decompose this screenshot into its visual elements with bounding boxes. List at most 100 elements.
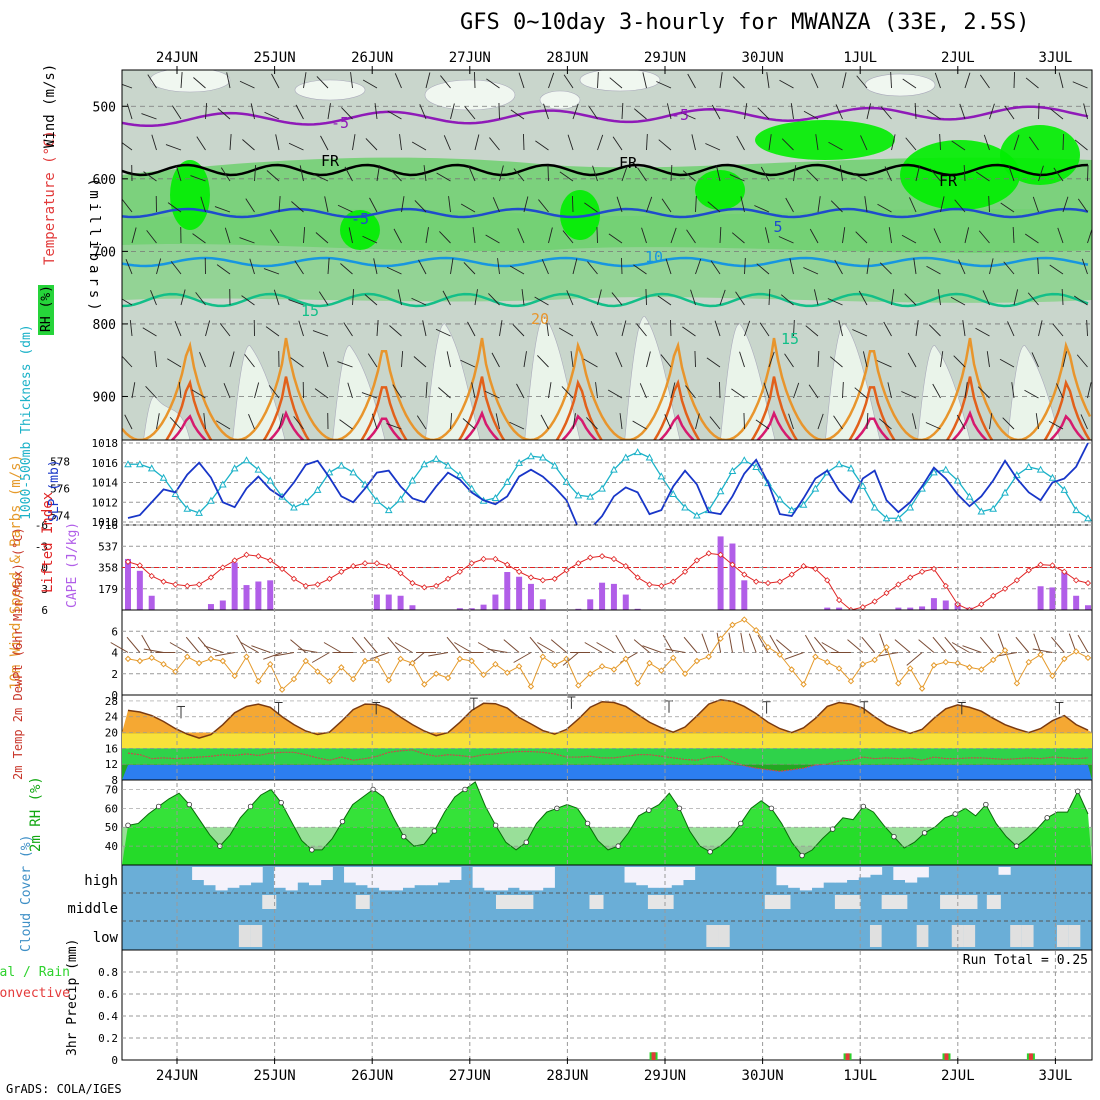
date-label-bottom: 2JUL [941,1068,975,1084]
upper-wind-barb [1062,133,1065,151]
upper-wind-barb [596,226,598,244]
upper-wind-barb [142,327,157,337]
cloud-middle-block [507,895,522,909]
upper-wind-barb [842,381,844,399]
wind-barb [503,639,520,653]
wind-speed-point [705,653,712,660]
upper-wind-barb [499,320,503,337]
thickness-point [669,489,678,497]
precip-series-total: Total / Rain [0,965,70,980]
li-point [871,598,878,605]
upper-wind-barb [268,385,280,399]
contour-label: 5 [773,218,782,236]
cloud-middle-block [951,895,966,909]
li-point [338,568,345,575]
upper-wind-barb [250,103,255,120]
upper-wind-barb [1062,351,1068,368]
upper-wind-barb [248,413,255,430]
wind-barb [879,633,887,653]
wind-speed-point [729,621,736,629]
wind-speed-point [847,677,855,685]
upper-wind-barb [547,164,549,182]
cloud-high-block [507,867,520,888]
wind-speed-point [480,671,487,679]
date-label-top: 1JUL [843,50,877,66]
cape-tick-label: 358 [98,562,118,575]
date-label-bottom: 29JUN [644,1068,686,1084]
thickness-point [847,464,855,472]
upper-wind-barb [929,168,941,182]
cloud-low-block [706,925,719,947]
upper-wind-barb [642,72,647,89]
cloud-low-block [916,925,929,947]
upper-wind-barb [760,166,770,182]
cloud-high-block [227,867,240,888]
rh-point [646,807,652,813]
wind-speed-point [883,643,890,651]
cape-bar [930,598,937,610]
upper-wind-barb [521,289,525,306]
upper-wind-barb [523,196,529,213]
upper-wind-barb [362,235,378,244]
upper-wind-barb [813,289,819,306]
upper-wind-barb [271,73,280,89]
upper-wind-barb [131,227,137,244]
li-point [658,582,665,589]
upper-wind-barb [303,72,307,89]
upper-wind-barb [829,356,843,368]
upper-wind-barb [686,229,696,244]
li-point [622,563,629,570]
wind-speed-point [989,656,997,664]
thickness-tick-label: 578 [50,456,70,469]
upper-wind-barb [249,258,255,275]
cape-bar [385,594,392,610]
upper-wind-barb [298,320,304,337]
upper-wind-barb [834,259,843,275]
li-point [373,560,380,567]
thickness-point [811,484,820,492]
upper-wind-barb [191,389,206,399]
li-point [231,557,238,564]
upper-wind-barb [352,289,355,306]
upper-wind-barb [124,414,133,430]
upper-wind-barb [411,297,427,306]
upper-wind-barb [914,102,917,120]
upper-wind-barb [744,320,751,337]
wind-speed-point [373,656,381,664]
wind10m-ylabel: 10m Wind Speed & Barbs (m/s) [8,454,24,690]
upper-wind-barb [719,72,723,89]
rh-point [891,833,897,840]
wind-barb [203,645,223,653]
cloud-high-block [893,867,906,880]
cloud-middle-block [355,895,370,909]
upper-wind-barb [583,358,598,368]
upper-wind-barb [278,413,284,430]
upper-wind-barb [915,165,921,182]
cloud-high-block [238,867,252,886]
upper-wind-barb [735,291,745,306]
thickness-point [870,503,879,511]
cloud-high-block [367,867,380,888]
upper-wind-barb [1031,352,1039,368]
thickness-point [147,464,156,472]
upper-wind-barb [324,196,329,213]
li-point [290,575,297,582]
upper-wind-barb [264,111,280,120]
thickness-point [1001,488,1009,496]
upper-wind-barb [646,351,651,368]
wind-speed-point [527,683,535,690]
upper-wind-barb [830,200,843,213]
li-point [599,553,606,560]
li-point [705,550,712,557]
cloud-middle-block [893,895,908,909]
wind-speed-point [918,685,926,692]
temperature-contours [122,105,1092,440]
thickness-point [645,453,654,461]
upper-wind-barb [439,231,451,244]
upper-wind-barb [373,258,378,275]
precip-tick-label: 0 [111,1054,118,1067]
upper-wind-barb [492,197,500,213]
upper-wind-barb [145,385,157,399]
upper-wind-barb [462,418,476,430]
upper-wind-barb [803,267,819,275]
